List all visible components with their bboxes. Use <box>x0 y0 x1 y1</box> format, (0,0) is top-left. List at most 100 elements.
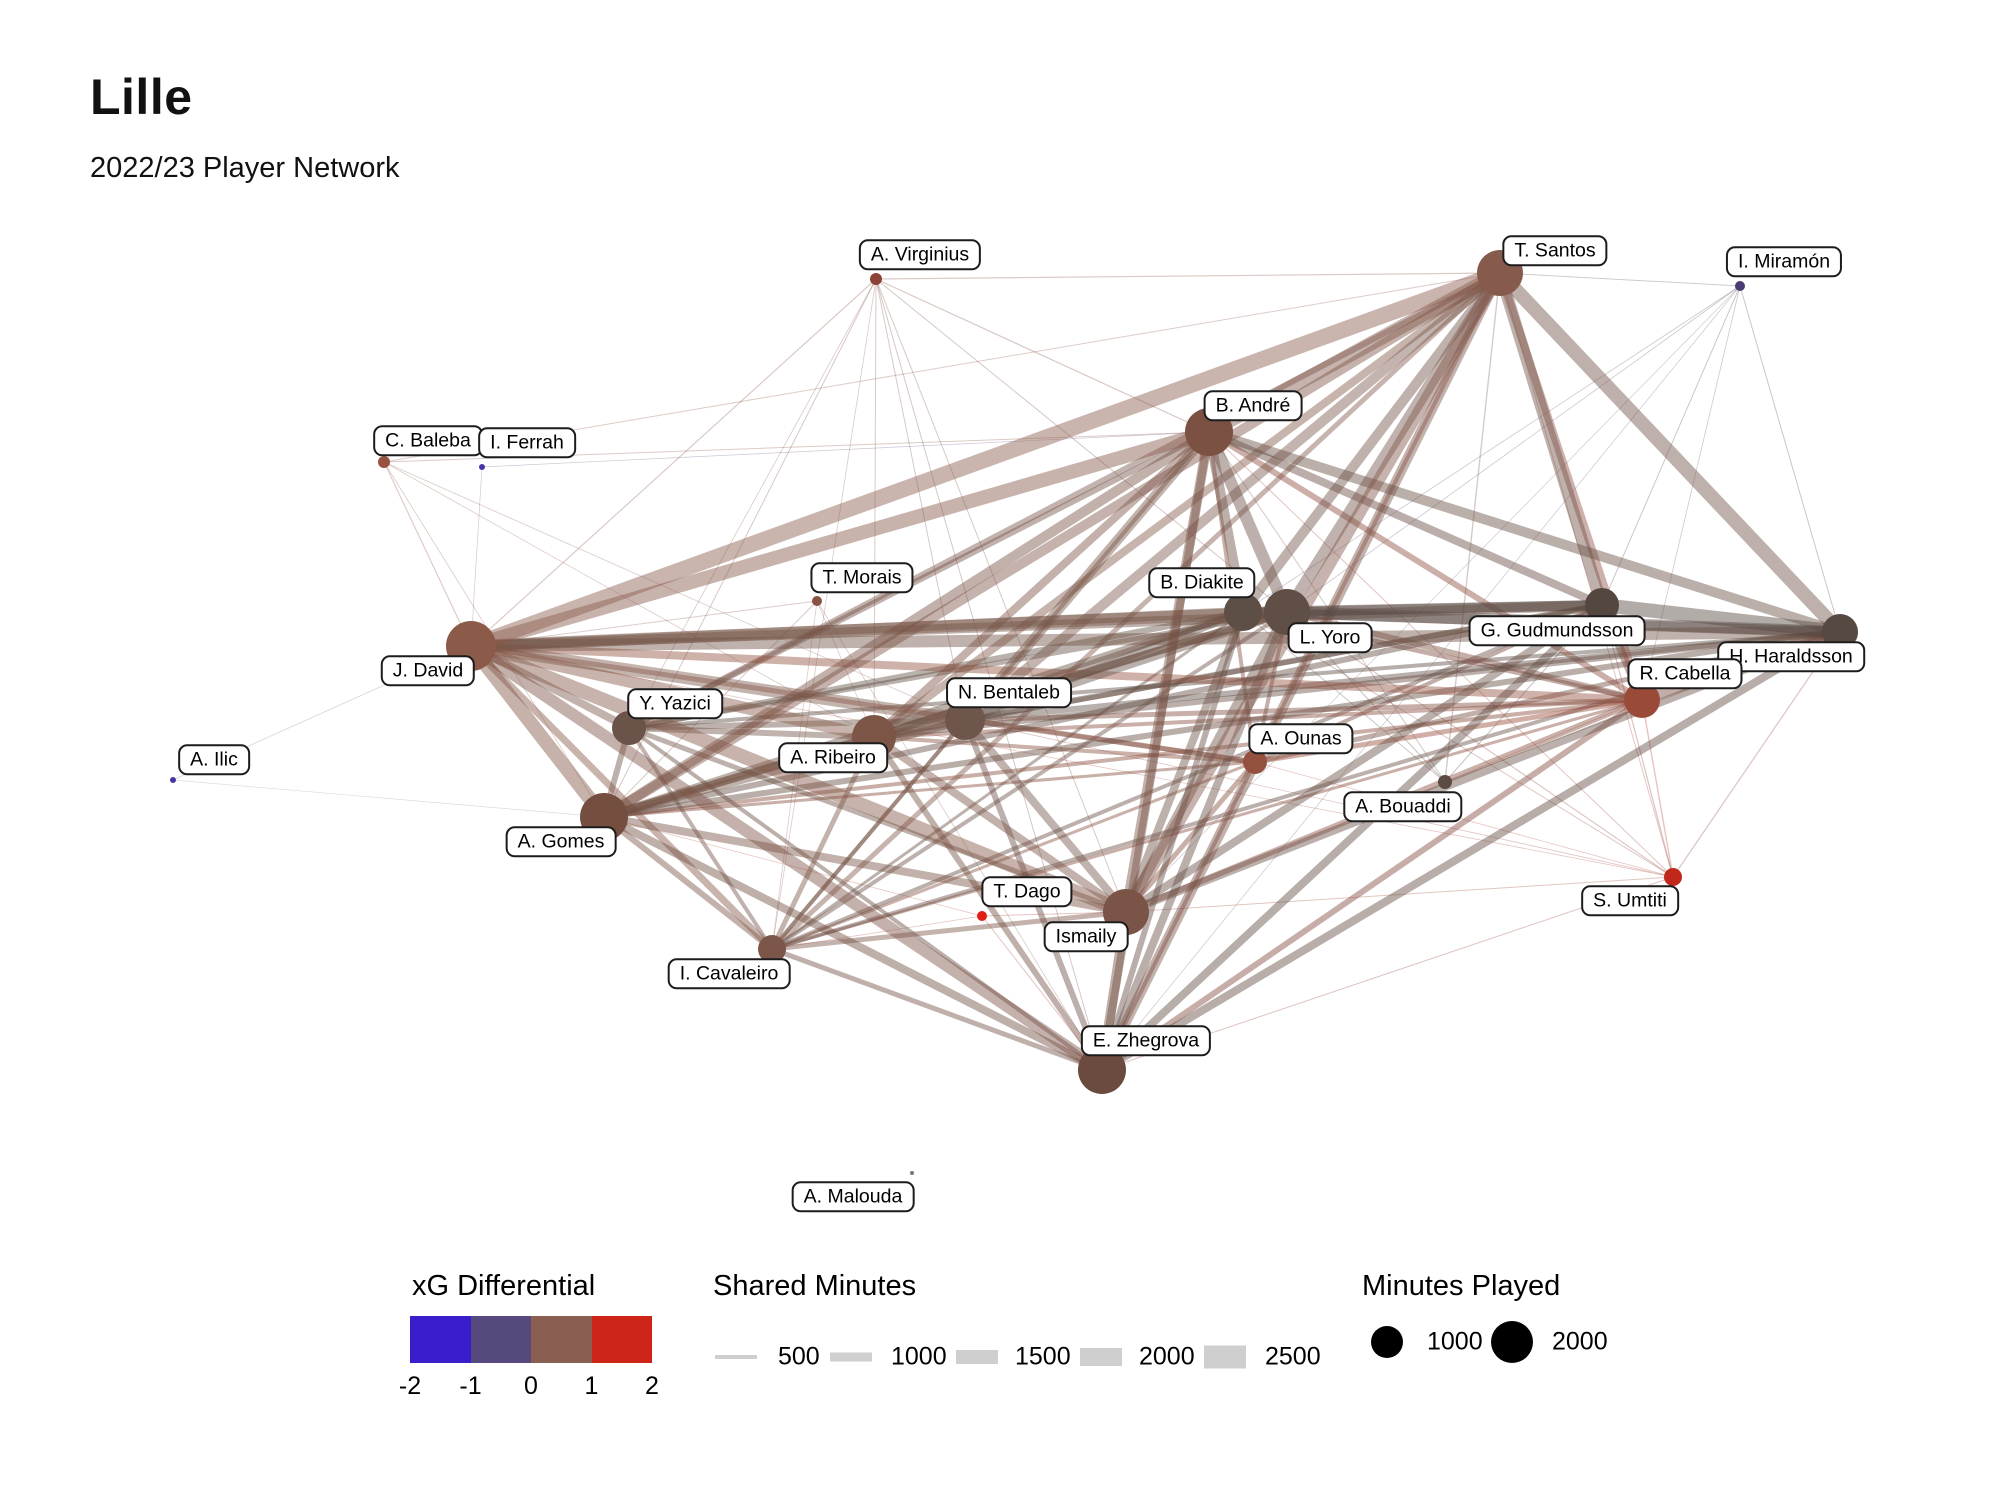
network-edge <box>770 718 967 951</box>
legend-xg-title: xG Differential <box>412 1270 596 1302</box>
player-node <box>1624 682 1660 718</box>
network-edge <box>603 698 1643 819</box>
network-edge <box>875 278 1210 433</box>
network-edge <box>1286 285 1741 613</box>
page-subtitle: 2022/23 Player Network <box>90 152 400 184</box>
player-node <box>1224 593 1262 631</box>
player-node <box>812 596 822 606</box>
network-edge <box>1242 285 1741 613</box>
network-edge <box>1123 601 1605 916</box>
player-label: A. Virginius <box>858 239 982 271</box>
player-node <box>1243 750 1267 774</box>
network-edge <box>1242 611 1674 878</box>
shared-minutes-swatch <box>1204 1345 1246 1369</box>
network-edge <box>470 643 1256 765</box>
network-edge <box>1099 602 1605 1073</box>
player-label: J. David <box>380 655 476 687</box>
nodes-layer <box>170 250 1858 1175</box>
player-node <box>170 777 176 783</box>
shared-minutes-label: 1000 <box>891 1342 947 1371</box>
network-edge <box>1121 431 1214 913</box>
network-edge <box>1286 611 1674 878</box>
player-label: B. André <box>1203 390 1303 422</box>
network-edge <box>771 760 1256 951</box>
network-edge <box>961 428 1213 724</box>
network-edge <box>603 816 983 917</box>
network-edge <box>1286 600 1603 617</box>
shared-minutes-swatch <box>715 1355 757 1359</box>
network-edge <box>770 271 1502 951</box>
network-edge <box>771 278 877 950</box>
network-edge <box>627 270 1502 731</box>
network-edge <box>1207 427 1842 637</box>
network-edge <box>873 629 1841 740</box>
player-label: Y. Yazici <box>627 688 723 720</box>
player-node <box>378 456 390 468</box>
network-edge <box>1672 631 1841 878</box>
player-node <box>1822 614 1858 650</box>
network-edge <box>469 642 631 732</box>
network-edge <box>1601 598 1841 639</box>
network-edge <box>481 431 1210 468</box>
network-edge <box>873 698 1643 739</box>
minutes-played-swatch <box>1491 1321 1533 1363</box>
network-edge <box>771 915 983 950</box>
player-node <box>977 911 987 921</box>
network-edge <box>1122 610 1247 914</box>
player-label: B. Diakite <box>1148 567 1256 599</box>
network-edge <box>603 760 1256 819</box>
network-edge <box>1641 699 1674 878</box>
network-edge <box>470 640 966 726</box>
network-edge <box>1100 761 1257 1071</box>
network-edge <box>628 609 1244 731</box>
player-label: C. Baleba <box>373 425 483 457</box>
network-edge <box>871 733 1129 916</box>
player-label: T. Morais <box>810 562 914 594</box>
shared-minutes-label: 500 <box>778 1342 820 1371</box>
network-edge <box>1099 611 1246 1071</box>
network-edge <box>602 813 1104 1074</box>
player-label: N. Bentaleb <box>946 677 1072 709</box>
network-edge <box>875 278 966 721</box>
network-edge <box>1208 431 1674 878</box>
player-label: T. Dago <box>981 876 1073 908</box>
network-edge <box>467 641 1106 1075</box>
network-edge <box>470 607 1244 651</box>
network-edge <box>771 610 1244 951</box>
network-edge <box>1124 760 1257 914</box>
shared-minutes-swatch <box>956 1350 998 1364</box>
xg-tick-label: 2 <box>645 1372 659 1400</box>
network-edge <box>1242 611 1446 783</box>
network-edge <box>628 725 875 740</box>
xg-tick-label: 1 <box>584 1372 599 1400</box>
network-edge <box>1494 271 1608 607</box>
network-edge <box>875 278 1127 913</box>
edges-layer <box>172 265 1846 1075</box>
player-node <box>870 273 882 285</box>
player-node <box>945 700 985 740</box>
network-edge <box>771 946 1103 1073</box>
network-edge <box>627 429 1211 731</box>
network-edge <box>1208 431 1446 783</box>
player-label: I. Ferrah <box>478 427 576 459</box>
network-edge <box>470 600 818 647</box>
network-edge <box>770 610 1289 951</box>
player-label: R. Cabella <box>1627 658 1743 690</box>
xg-colorbar-segment <box>410 1316 471 1363</box>
network-edge <box>465 641 610 822</box>
network-edge <box>628 278 877 729</box>
legend-shared-title: Shared Minutes <box>713 1270 917 1302</box>
network-edge <box>1098 610 1291 1072</box>
shared-minutes-label: 2000 <box>1139 1342 1195 1371</box>
network-edge <box>628 717 966 731</box>
shared-minutes-swatch <box>830 1352 872 1362</box>
network-edge <box>603 278 877 818</box>
network-edge <box>1097 270 1505 1073</box>
network-edge <box>964 719 1674 878</box>
network-edge <box>1601 285 1741 606</box>
player-node <box>479 464 485 470</box>
player-node <box>758 935 786 963</box>
network-edge <box>771 909 1127 952</box>
